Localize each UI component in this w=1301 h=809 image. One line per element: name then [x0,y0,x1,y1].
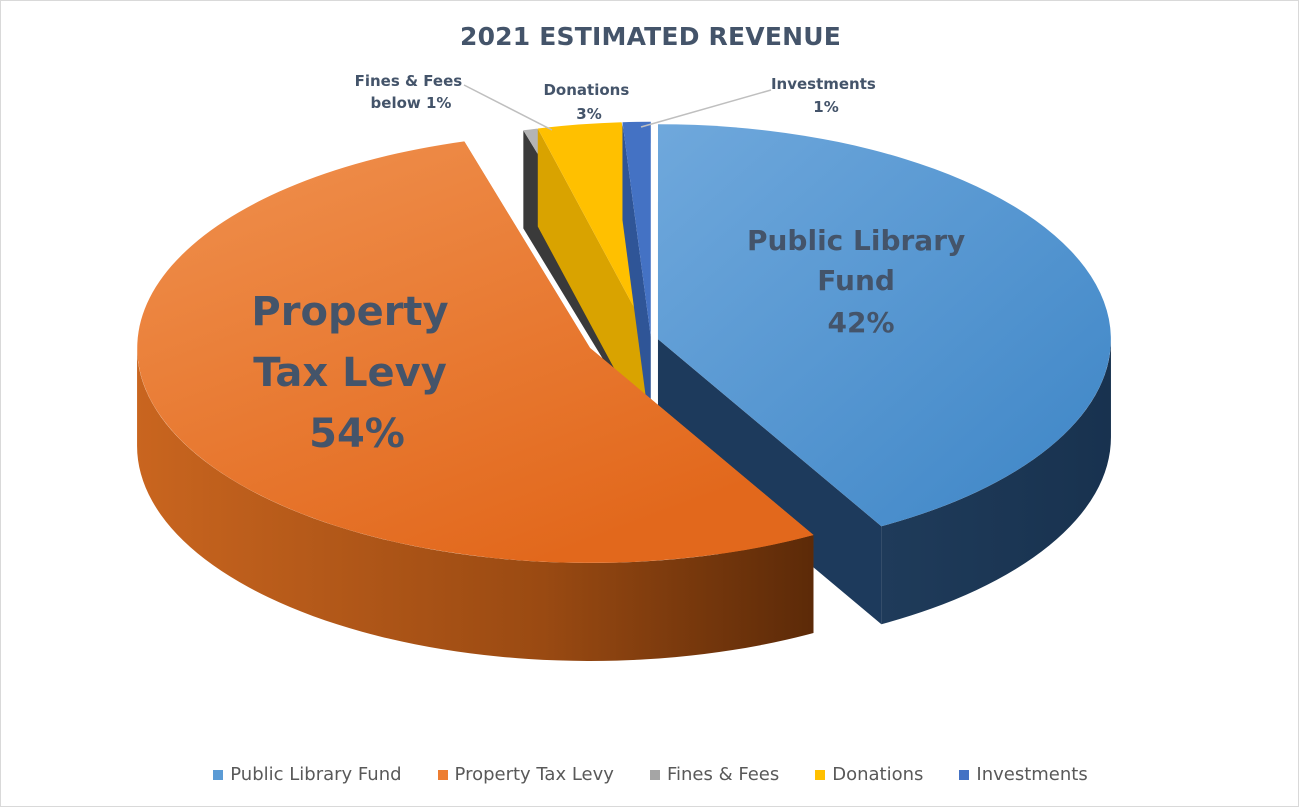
legend-item-investments[interactable]: Investments [959,764,1088,785]
data-label-line: Property [251,289,448,335]
legend-swatch [959,769,970,780]
legend-label: Public Library Fund [230,764,402,785]
pie-slice-investments[interactable] [622,121,651,337]
legend-item-fines-fees[interactable]: Fines & Fees [649,764,780,785]
data-label-donations: Donations 3% [543,81,634,123]
data-label-line: Public Library [747,224,965,257]
data-label-investments: Investments 1% [771,75,881,116]
legend-label: Property Tax Levy [454,764,614,785]
data-label-fines-fees: Fines & Fees below 1% [355,72,468,112]
data-label-line: Donations [543,81,629,99]
leader-line-investments [640,89,772,128]
data-label-line: Fines & Fees [355,72,463,90]
pie-slice-donations[interactable] [537,122,650,337]
pie-wall-investments-0 [622,122,651,435]
data-label-line: 3% [576,105,601,123]
pie-wall-public-library-fund-1 [657,339,882,625]
legend-swatch [437,769,448,780]
pie-slice-public-library-fund[interactable] [657,124,1111,527]
legend-label: Investments [976,764,1088,785]
data-label-line: Fund [817,264,895,297]
chart-title: 2021 ESTIMATED REVENUE [459,22,842,51]
data-label-line: below 1% [371,94,452,112]
legend-item-property-tax-levy[interactable]: Property Tax Levy [437,764,614,785]
data-label-property-tax-levy: Property Tax Levy 54% [251,289,462,457]
legend-label: Donations [832,764,924,785]
legend-swatch [815,769,826,780]
data-label-line: 54% [309,411,405,457]
legend-swatch [213,769,224,780]
legend-item-donations[interactable]: Donations [815,764,923,785]
legend-swatch [649,769,660,780]
data-label-line: 42% [827,306,894,339]
leader-line-fines [463,84,553,131]
legend-label: Fines & Fees [666,764,780,785]
pie-side-public-library-fund [881,339,1111,625]
data-label-line: 1% [813,98,838,116]
legend: Public Library Fund Property Tax Levy Fi… [0,764,1301,785]
data-label-public-library-fund: Public Library Fund 42% [747,224,975,339]
pie-side-property-tax-levy [137,347,814,661]
pie-wall-donations-0 [537,128,650,435]
pie-slice-property-tax-levy[interactable] [137,141,814,563]
data-label-line: Tax Levy [253,350,447,396]
legend-item-public-library-fund[interactable]: Public Library Fund [213,764,402,785]
data-label-line: Investments [771,75,876,93]
